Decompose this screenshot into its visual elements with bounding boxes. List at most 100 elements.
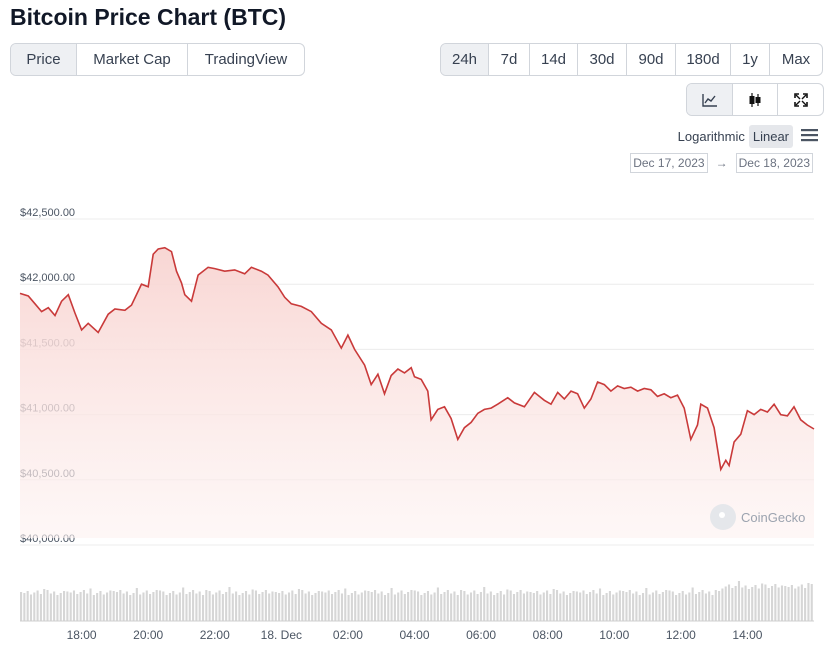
volume-bar (658, 594, 661, 621)
volume-bar (155, 590, 158, 621)
volume-bar (211, 594, 214, 621)
tab-market-cap[interactable]: Market Cap (77, 44, 188, 75)
volume-bar (364, 590, 367, 621)
volume-bar (794, 588, 797, 621)
volume-bar (66, 591, 69, 621)
volume-bar (784, 586, 787, 621)
volume-bar (519, 590, 522, 621)
volume-bar (598, 588, 602, 621)
tab-tradingview[interactable]: TradingView (204, 51, 288, 68)
range-max-button[interactable]: Max (781, 51, 811, 68)
y-tick-label: $42,000.00 (20, 272, 75, 284)
line-chart-button[interactable] (687, 84, 733, 115)
volume-bar (129, 595, 132, 621)
volume-bar (244, 591, 248, 621)
volume-bar (678, 593, 681, 621)
volume-bar (271, 591, 274, 621)
volume-bar (539, 594, 542, 621)
volume-bar (423, 593, 426, 621)
volume-bar (251, 589, 254, 621)
volume-bar (218, 590, 221, 621)
volume-bar (350, 593, 353, 621)
volume-bar (165, 595, 168, 621)
volume-bar (684, 594, 688, 621)
time-range-selector: 24h 7d 14d 30d 90d 180d 1y Max (440, 43, 823, 76)
volume-bar (72, 590, 76, 621)
volume-bar (420, 595, 423, 621)
volume-bar (258, 594, 261, 621)
volume-bar (59, 593, 62, 621)
volume-bar (747, 589, 750, 621)
candlestick-button[interactable] (733, 84, 778, 115)
volume-bar (559, 593, 562, 621)
volume-bar (734, 586, 737, 621)
volume-bar (483, 587, 486, 621)
volume-bar (139, 594, 142, 621)
volume-bar (526, 591, 529, 621)
volume-bar (552, 589, 555, 621)
volume-bar (579, 592, 582, 621)
scale-toggle: Logarithmic Linear (674, 125, 818, 148)
range-1y-button[interactable]: 1y (731, 44, 770, 75)
volume-bar (797, 586, 800, 621)
volume-bar (489, 591, 492, 621)
candlestick-icon (749, 92, 761, 107)
volume-bar (20, 592, 23, 621)
volume-bar (741, 587, 744, 621)
volume-bar (26, 591, 29, 621)
volume-bar (334, 592, 337, 621)
range-30d-button[interactable]: 30d (578, 44, 627, 75)
volume-bar (754, 585, 757, 621)
range-180d-button[interactable]: 180d (676, 44, 731, 75)
watermark-text: CoinGecko (741, 509, 806, 525)
volume-bar (804, 588, 807, 621)
coingecko-watermark: CoinGecko (710, 504, 805, 530)
range-24h-button[interactable]: 24h (441, 44, 489, 75)
date-from-input[interactable]: Dec 17, 2023 (630, 153, 708, 173)
volume-bar (324, 592, 327, 621)
range-7d-button[interactable]: 7d (489, 44, 530, 75)
volume-bar (787, 587, 790, 621)
range-14d-button[interactable]: 14d (530, 44, 578, 75)
volume-bar (714, 590, 717, 621)
volume-bar (655, 590, 658, 621)
volume-bar (651, 592, 654, 621)
volume-bar (357, 594, 360, 621)
date-to-input[interactable]: Dec 18, 2023 (735, 153, 813, 173)
volume-bar (800, 584, 803, 621)
fullscreen-button[interactable] (778, 84, 823, 115)
volume-bar (770, 586, 774, 621)
volume-bar (195, 593, 198, 621)
expand-icon (793, 92, 808, 107)
volume-bar (807, 583, 810, 621)
linear-option[interactable]: Linear (748, 125, 793, 148)
volume-bar (284, 594, 287, 621)
volume-bar (675, 595, 678, 621)
menu-button[interactable] (801, 128, 818, 145)
volume-bar (347, 595, 350, 621)
volume-bar (360, 592, 363, 621)
coingecko-logo-icon (710, 504, 736, 530)
range-90d-button[interactable]: 90d (627, 44, 676, 75)
volume-bar (228, 587, 231, 621)
logarithmic-option[interactable]: Logarithmic (677, 129, 745, 144)
x-tick-label: 14:00 (732, 628, 762, 642)
x-tick-label: 20:00 (133, 628, 163, 642)
volume-bar (198, 591, 201, 621)
volume-bar (466, 594, 469, 621)
volume-bar (737, 581, 741, 621)
volume-bar (264, 590, 267, 621)
volume-bar (92, 595, 95, 621)
volume-bar (589, 592, 592, 621)
x-tick-label: 10:00 (599, 628, 629, 642)
volume-bar (549, 594, 552, 621)
tab-price[interactable]: Price (11, 44, 77, 75)
volume-bar (39, 594, 42, 621)
x-tick-label: 18:00 (67, 628, 97, 642)
volume-bar (780, 585, 784, 621)
volume-bar (555, 590, 559, 621)
volume-bar (628, 590, 631, 621)
volume-bar (565, 595, 568, 621)
volume-bar (496, 593, 499, 621)
volume-bar (681, 591, 684, 621)
